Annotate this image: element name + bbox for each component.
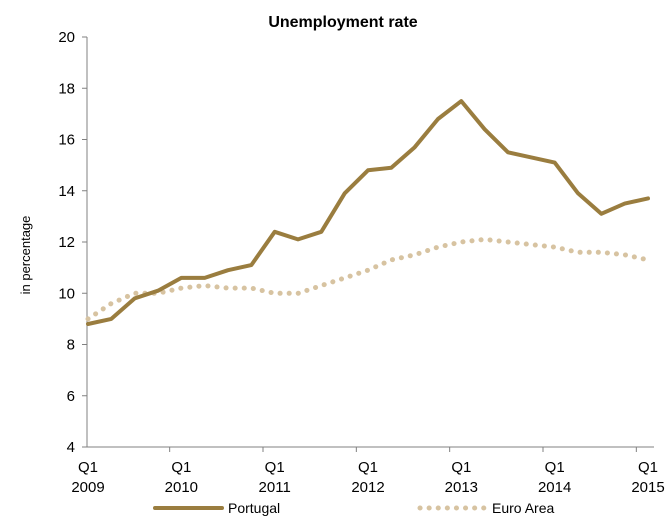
x-tick-label-year: 2014: [538, 479, 571, 496]
x-tick-label-year: 2009: [71, 479, 104, 496]
x-tick-label-quarter: Q1: [545, 459, 565, 476]
y-tick-label: 16: [58, 132, 75, 149]
series-line-euro-area: [85, 236, 651, 322]
x-ticks: Q1 2009 Q1 2010 Q1 2011 Q1 2012 Q1 2013 Q1 2014 Q1 20…: [71, 447, 665, 496]
y-tick-label: 18: [58, 80, 75, 97]
x-tick-label-year: 2010: [165, 479, 198, 496]
x-tick-label-quarter: Q1: [451, 459, 471, 476]
x-tick-label-quarter: Q1: [265, 459, 285, 476]
legend-label-portugal: Portugal: [228, 500, 280, 516]
legend-label-euro-area: Euro Area: [492, 500, 554, 516]
x-tick-label-quarter: Q1: [78, 459, 98, 476]
y-tick-label: 10: [58, 285, 75, 302]
y-tick-label: 8: [67, 337, 75, 354]
series-line-portugal: [86, 99, 650, 326]
x-tick-label-quarter: Q1: [358, 459, 378, 476]
y-tick-label: 6: [67, 388, 75, 405]
x-tick-label-year: 2011: [259, 479, 291, 496]
series-layer: [85, 99, 651, 326]
y-tick-label: 14: [58, 183, 75, 200]
x-tick-label-year: 2013: [445, 479, 478, 496]
x-tick-label-year: 2015: [631, 479, 664, 496]
y-tick-label: 12: [58, 234, 75, 251]
y-ticks: 4 6 8 10 12 14 16 18 20: [58, 29, 87, 456]
y-axis-label: in percentage: [18, 216, 33, 295]
x-tick-label-year: 2012: [351, 479, 384, 496]
y-tick-label: 4: [67, 439, 75, 456]
legend: Portugal Euro Area: [153, 500, 554, 516]
chart-title: Unemployment rate: [268, 14, 417, 31]
x-tick-label-quarter: Q1: [638, 459, 658, 476]
y-tick-label: 20: [58, 29, 75, 46]
x-tick-label-quarter: Q1: [171, 459, 191, 476]
